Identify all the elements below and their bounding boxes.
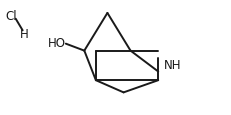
- Text: NH: NH: [164, 59, 182, 71]
- Text: HO: HO: [48, 37, 66, 50]
- Text: H: H: [20, 28, 29, 41]
- Text: Cl: Cl: [6, 10, 17, 23]
